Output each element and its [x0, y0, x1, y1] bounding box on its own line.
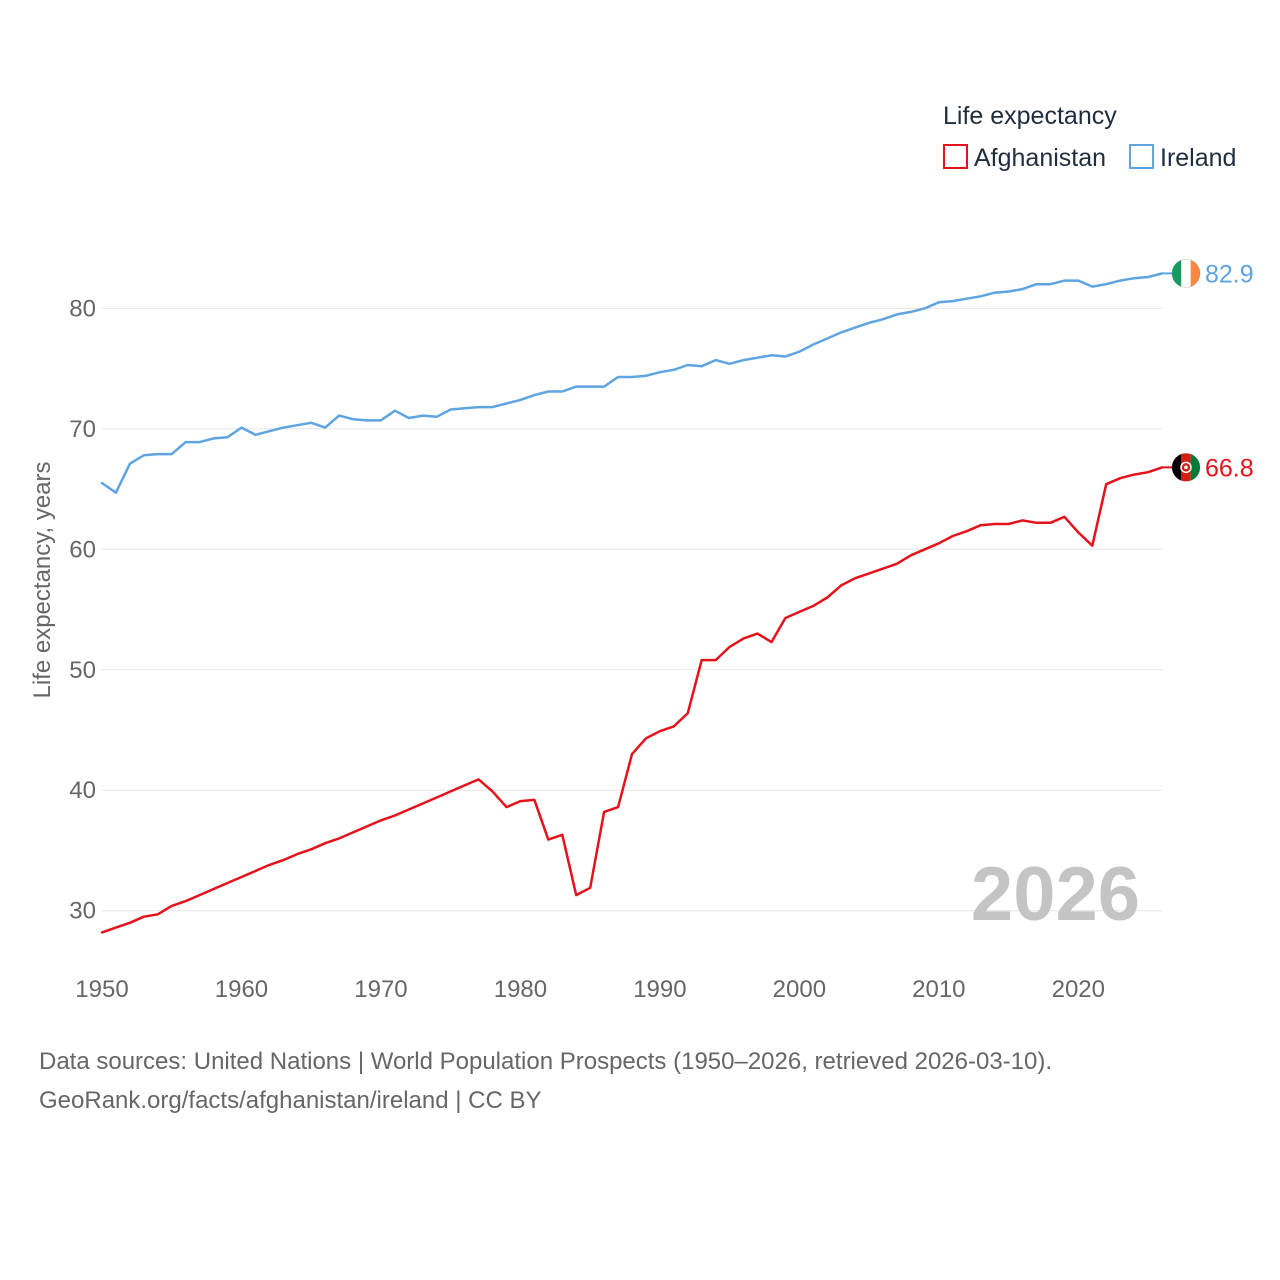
- ireland-flag-icon: [1171, 258, 1201, 288]
- y-axis-ticks: 30 40 50 60 70 80: [69, 295, 96, 924]
- x-tick-1980: 1980: [494, 976, 547, 1003]
- series-line-afghanistan[interactable]: [100, 466, 1164, 934]
- source-line: Data sources: United Nations | World Pop…: [39, 1048, 1052, 1075]
- end-label-afghanistan: 66.8: [1205, 454, 1254, 482]
- x-tick-1950: 1950: [75, 976, 128, 1003]
- y-tick-80: 80: [69, 295, 96, 322]
- grid-lines: [102, 307, 1162, 912]
- y-axis-label: Life expectancy, years: [29, 461, 56, 698]
- series-line-ireland[interactable]: [100, 272, 1164, 494]
- x-tick-1990: 1990: [633, 976, 686, 1003]
- x-tick-1960: 1960: [215, 976, 268, 1003]
- legend-label-afghanistan: Afghanistan: [974, 144, 1106, 172]
- end-label-ireland: 82.9: [1205, 260, 1254, 288]
- series-lines: [100, 272, 1164, 934]
- y-tick-30: 30: [69, 898, 96, 925]
- x-tick-1970: 1970: [354, 976, 407, 1003]
- legend-item-ireland[interactable]: Ireland: [1129, 144, 1236, 172]
- y-tick-60: 60: [69, 536, 96, 563]
- x-tick-2020: 2020: [1052, 976, 1105, 1003]
- legend-swatch-afghanistan: [943, 144, 968, 169]
- legend[interactable]: Life expectancy Afghanistan Ireland: [943, 102, 1236, 172]
- url-line[interactable]: GeoRank.org/facts/afghanistan/ireland | …: [39, 1087, 542, 1114]
- x-tick-2000: 2000: [773, 976, 826, 1003]
- y-tick-70: 70: [69, 416, 96, 443]
- x-tick-2010: 2010: [912, 976, 965, 1003]
- legend-title: Life expectancy: [943, 102, 1117, 130]
- x-axis-ticks: 1950 1960 1970 1980 1990 2000 2010 2020: [75, 976, 1105, 1003]
- legend-label-ireland: Ireland: [1160, 144, 1236, 172]
- legend-swatch-ireland: [1129, 144, 1154, 169]
- legend-item-afghanistan[interactable]: Afghanistan: [943, 144, 1106, 172]
- current-year-label: 2026: [971, 852, 1140, 937]
- y-tick-50: 50: [69, 657, 96, 684]
- y-tick-40: 40: [69, 777, 96, 804]
- afghanistan-flag-icon: [1171, 452, 1201, 482]
- end-labels: 66.8 82.9: [1162, 258, 1254, 482]
